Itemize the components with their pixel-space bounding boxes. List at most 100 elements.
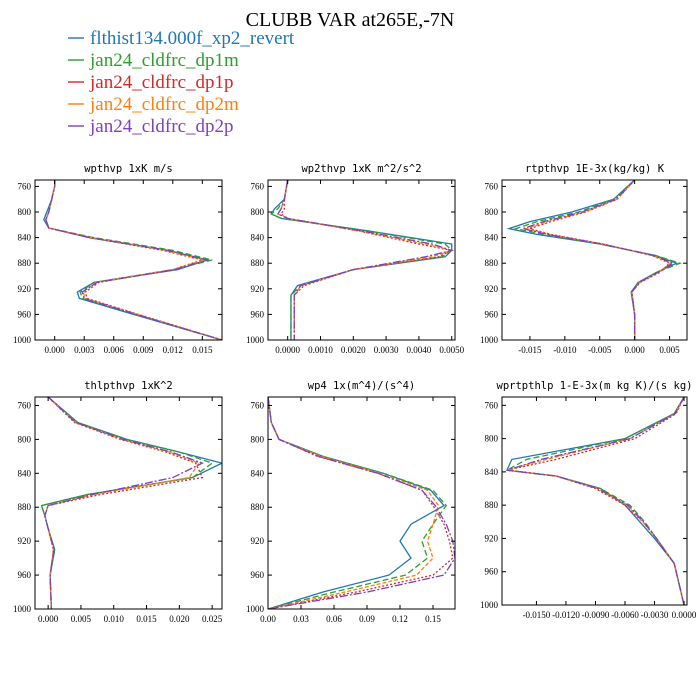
y-tick-label: 960 [18, 570, 32, 580]
x-tick-label: 0.000 [38, 614, 59, 624]
y-tick-label: 760 [485, 400, 499, 410]
series-group [268, 397, 455, 609]
y-tick-label: 840 [251, 468, 265, 478]
y-tick-label: 1000 [246, 335, 265, 345]
y-tick-label: 960 [485, 567, 499, 577]
panel-title: wprtpthlp 1-E-3x(m kg K)/(s kg) [497, 380, 693, 392]
x-tick-label: -0.0150 [523, 610, 551, 620]
legend-entry-1: jan24_cldfrc_dp1m [89, 50, 239, 71]
x-tick-label: 0.005 [659, 345, 680, 355]
series-line-1 [506, 180, 679, 340]
x-tick-label: 0.15 [425, 614, 441, 624]
series-line-2 [45, 180, 222, 340]
x-tick-label: 0.006 [104, 345, 125, 355]
series-line-3 [506, 397, 685, 605]
legend: flthist134.000f_xp2_revertjan24_cldfrc_d… [68, 28, 295, 137]
series-line-5 [268, 397, 455, 609]
series-group [270, 180, 455, 340]
x-tick-label: 0.0030 [374, 345, 399, 355]
series-line-1 [268, 397, 446, 609]
y-tick-label: 840 [18, 468, 32, 478]
y-tick-label: 1000 [246, 604, 265, 614]
series-line-2 [504, 397, 685, 605]
x-tick-label: 0.0040 [407, 345, 432, 355]
x-tick-label: -0.010 [553, 345, 577, 355]
x-tick-label: 0.015 [192, 345, 213, 355]
x-tick-label: -0.0060 [611, 610, 639, 620]
y-tick-label: 760 [251, 400, 265, 410]
panel-6: wprtpthlp 1-E-3x(m kg K)/(s kg) 760 800 840… [480, 380, 697, 620]
x-tick-label: 0.020 [169, 614, 190, 624]
x-tick-label: -0.015 [518, 345, 542, 355]
x-tick-label: -0.005 [588, 345, 612, 355]
x-tick-label: 0.0020 [341, 345, 366, 355]
y-tick-label: 1000 [13, 604, 32, 614]
x-tick-label: 0.0000 [672, 610, 697, 620]
y-tick-label: 800 [18, 207, 32, 217]
y-tick-label: 960 [251, 309, 265, 319]
y-tick-label: 920 [18, 284, 32, 294]
y-tick-label: 800 [251, 207, 265, 217]
y-tick-label: 800 [251, 434, 265, 444]
plot-frame [267, 179, 456, 341]
x-tick-label: 0.0000 [275, 345, 300, 355]
plot-frame [501, 179, 688, 341]
y-tick-label: 800 [485, 434, 499, 444]
panel-title: wp4 1x(m^4)/(s^4) [308, 380, 415, 392]
x-tick-label: 0.12 [392, 614, 408, 624]
panel-4: thlpthvp 1xK^2 760 800 840 880 920 960 1000 0.00… [13, 380, 223, 624]
series-line-5 [276, 180, 455, 340]
plot-frame [267, 396, 456, 610]
x-tick-label: 0.000 [45, 345, 66, 355]
series-line-5 [520, 180, 675, 340]
series-line-3 [268, 397, 454, 609]
x-tick-label: 0.003 [74, 345, 95, 355]
series-line-3 [44, 397, 204, 609]
x-tick-label: 0.009 [133, 345, 154, 355]
series-group [504, 397, 685, 605]
series-line-5 [506, 397, 685, 605]
plot-frame [34, 396, 223, 610]
x-tick-label: 0.06 [326, 614, 342, 624]
y-tick-label: 1000 [480, 335, 499, 345]
x-tick-label: 0.010 [104, 614, 125, 624]
x-tick-label: 0.00 [260, 614, 276, 624]
y-tick-label: 760 [485, 181, 499, 191]
y-tick-label: 840 [18, 233, 32, 243]
y-tick-label: 760 [251, 181, 265, 191]
x-tick-label: 0.000 [625, 345, 646, 355]
panel-1: wpthvp 1xK m/s 760 800 840 880 920 960 1000 0.00… [13, 163, 223, 355]
legend-entry-4: jan24_cldfrc_dp2p [89, 116, 234, 137]
series-line-2 [268, 397, 448, 609]
y-tick-label: 880 [485, 258, 499, 268]
y-tick-label: 880 [251, 502, 265, 512]
series-line-2 [40, 397, 214, 609]
y-tick-label: 800 [485, 207, 499, 217]
panel-title: rtpthvp 1E-3x(kg/kg) K [525, 163, 665, 175]
series-line-4 [506, 397, 685, 605]
plot-frame [501, 396, 688, 606]
series-line-4 [45, 180, 222, 340]
y-tick-label: 760 [18, 181, 32, 191]
series-line-1 [40, 397, 222, 609]
x-tick-label: -0.0120 [552, 610, 580, 620]
series-line-1 [270, 180, 453, 340]
y-tick-label: 760 [18, 400, 32, 410]
y-tick-label: 840 [251, 233, 265, 243]
legend-entry-2: jan24_cldfrc_dp1p [89, 72, 234, 93]
x-tick-label: 0.012 [163, 345, 183, 355]
panel-title: thlpthvp 1xK^2 [84, 380, 173, 392]
y-tick-label: 880 [18, 258, 32, 268]
series-line-1 [43, 180, 222, 340]
x-tick-label: 0.015 [136, 614, 157, 624]
series-line-3 [280, 180, 454, 340]
y-tick-label: 960 [18, 309, 32, 319]
y-tick-label: 920 [485, 284, 499, 294]
y-tick-label: 920 [18, 536, 32, 546]
y-tick-label: 880 [485, 500, 499, 510]
series-group [506, 180, 682, 340]
x-tick-label: -0.0030 [641, 610, 669, 620]
series-line-5 [45, 180, 222, 340]
y-tick-label: 800 [18, 434, 32, 444]
panel-2: wp2thvp 1xK m^2/s^2 760 800 840 880 920 960 100… [246, 163, 465, 355]
